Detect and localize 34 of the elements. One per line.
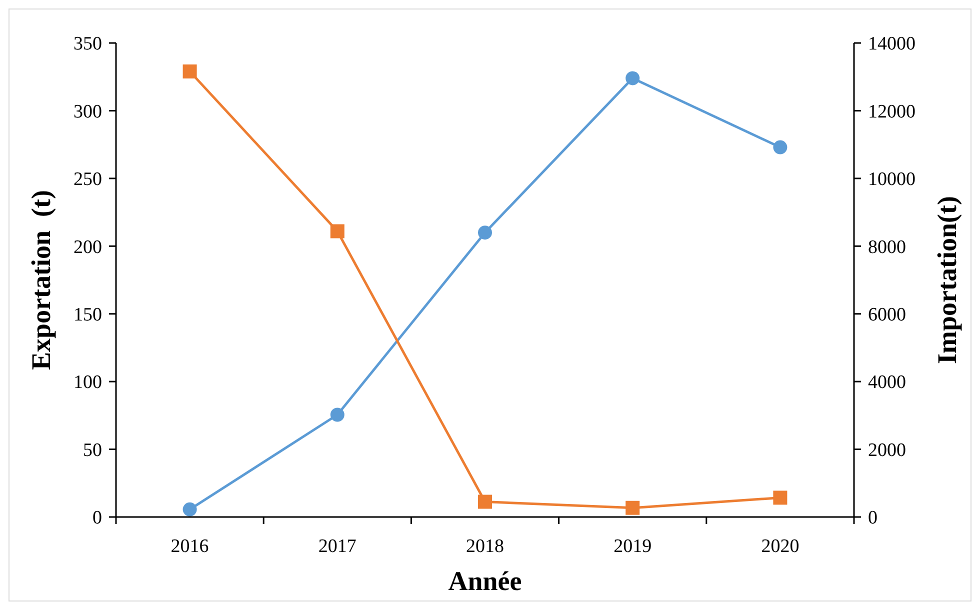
x-tick-label: 2017 xyxy=(318,536,356,557)
y-tick-label: 200 xyxy=(74,236,102,258)
x-tick-label: 2018 xyxy=(466,536,504,557)
point xyxy=(773,490,788,505)
point xyxy=(478,226,492,240)
y2-tick-label: 6000 xyxy=(868,304,906,326)
y-tick-label: 100 xyxy=(74,372,102,394)
y2-tick-label: 12000 xyxy=(868,101,916,122)
y2-tick-label: 4000 xyxy=(868,372,906,394)
point xyxy=(773,140,788,154)
y-tick-label: 350 xyxy=(74,34,102,55)
x-tick-label: 2020 xyxy=(761,536,800,557)
point xyxy=(182,64,197,78)
y-tick-label: 0 xyxy=(92,508,102,529)
y2-tick-label: 2000 xyxy=(868,440,906,461)
point xyxy=(330,408,344,422)
y2-axis-title: Importation(t) xyxy=(932,196,962,364)
y2-tick-label: 8000 xyxy=(868,236,906,258)
point xyxy=(330,224,344,238)
point xyxy=(626,500,640,515)
y-tick-label: 250 xyxy=(74,169,102,190)
x-tick-label: 2019 xyxy=(614,536,652,557)
y-axis-title: Exportation (t) xyxy=(26,190,56,370)
y2-tick-label: 10000 xyxy=(868,169,916,190)
point xyxy=(478,494,492,509)
y-tick-label: 50 xyxy=(83,440,102,461)
point xyxy=(626,71,640,86)
x-axis-title: Année xyxy=(448,566,522,596)
y-tick-label: 300 xyxy=(74,101,102,122)
y-tick-label: 150 xyxy=(74,304,102,326)
point xyxy=(182,502,197,516)
y2-tick-label: 0 xyxy=(868,508,878,529)
x-tick-label: 2016 xyxy=(170,536,209,557)
y2-tick-label: 14000 xyxy=(868,34,916,55)
